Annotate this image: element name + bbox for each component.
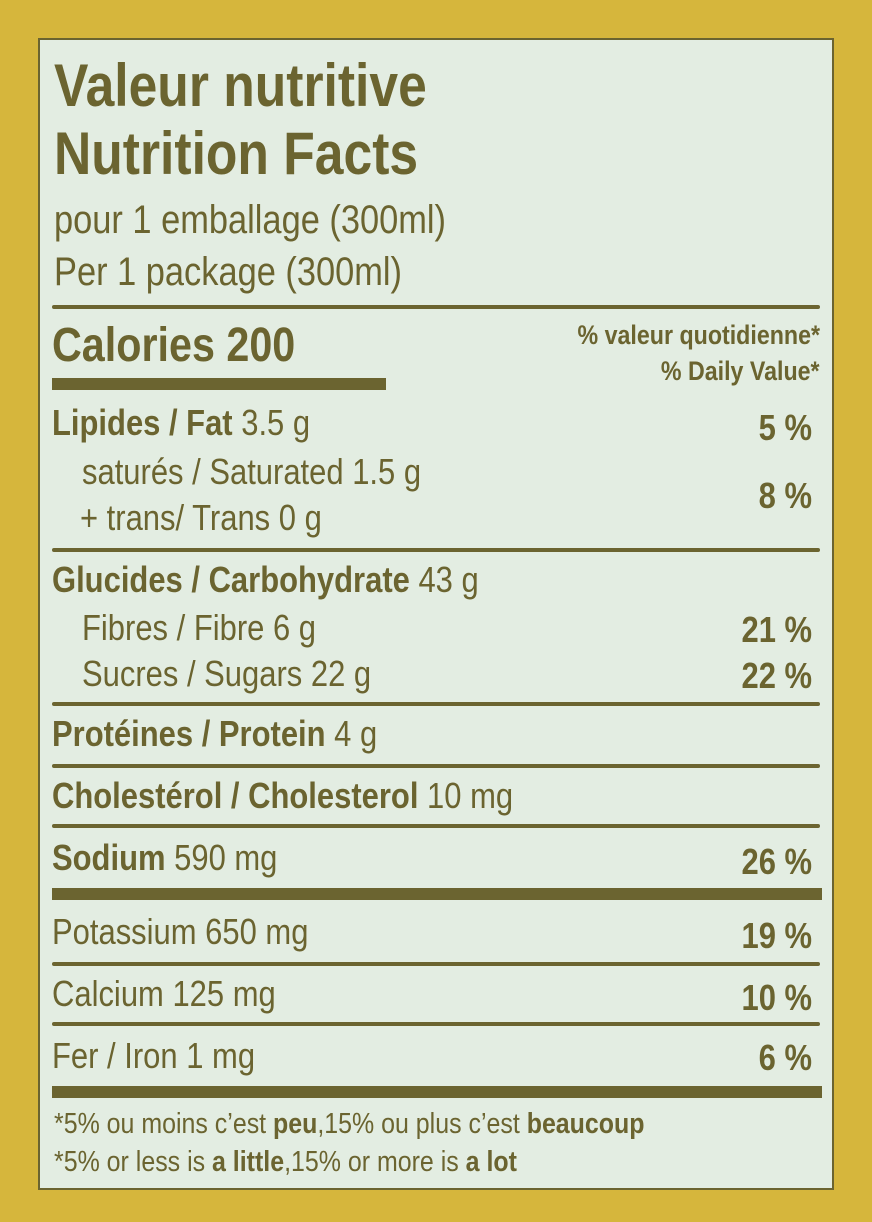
divider [52, 305, 820, 309]
nutrient-amount: 43 g [418, 559, 479, 600]
nutrient-name: Sodium [52, 837, 166, 878]
footnote-text: ,15% ou plus c’est [317, 1108, 527, 1140]
nutrient-name: Glucides / Carbohydrate [52, 559, 410, 600]
nutrient-amount: 125 mg [172, 973, 276, 1014]
nutrient-amount: 6 g [272, 607, 317, 648]
footnote-emphasis: peu [273, 1108, 318, 1140]
row-cholesterol: Cholestérol / Cholesterol 10 mg [52, 778, 513, 814]
row-sugars: Sucres / Sugars 22 g [82, 656, 371, 692]
row-trans: + trans/ Trans 0 g [80, 500, 322, 536]
row-carbohydrate: Glucides / Carbohydrate 43 g [52, 562, 479, 598]
serving-en: Per 1 package (300ml) [54, 250, 403, 294]
thick-divider [52, 888, 822, 900]
dv-saturated-trans: 8 % [758, 475, 812, 516]
nutrient-amount: 590 mg [174, 837, 278, 878]
footnote-text: *5% ou moins c’est [54, 1108, 274, 1140]
footnote-emphasis: a lot [465, 1146, 517, 1178]
calories-value: 200 [226, 319, 296, 372]
dv-fat: 5 % [758, 407, 812, 448]
dv-fibre: 21 % [741, 609, 812, 650]
footnote-en: *5% or less is a little,15% or more is a… [54, 1148, 517, 1177]
nutrient-name: Protéines / Protein [52, 713, 326, 754]
divider [52, 702, 820, 706]
divider [52, 1022, 820, 1026]
nutrition-facts-panel [38, 38, 834, 1190]
title-en: Nutrition Facts [54, 120, 419, 187]
dv-sugars: 22 % [741, 655, 812, 696]
nutrient-name: Fibres / Fibre [82, 607, 265, 648]
divider [52, 824, 820, 828]
nutrient-amount: 1 mg [186, 1035, 256, 1076]
serving-fr: pour 1 emballage (300ml) [54, 198, 446, 242]
row-potassium: Potassium 650 mg [52, 914, 308, 950]
footnote-emphasis: beaucoup [526, 1108, 645, 1140]
footnote-fr: *5% ou moins c’est peu,15% ou plus c’est… [54, 1110, 644, 1139]
footnote-text: *5% or less is [54, 1146, 213, 1178]
nutrient-amount: 1.5 g [352, 451, 422, 492]
row-fat: Lipides / Fat 3.5 g [52, 405, 310, 441]
dv-potassium: 19 % [741, 915, 812, 956]
row-calcium: Calcium 125 mg [52, 976, 276, 1012]
nutrient-name: Potassium [52, 911, 197, 952]
nutrient-name: Sucres / Sugars [82, 653, 303, 694]
footnote-text: ,15% or more is [284, 1146, 466, 1178]
nutrient-name: Fer / Iron [52, 1035, 178, 1076]
dv-calcium: 10 % [741, 977, 812, 1018]
calories: Calories 200 [52, 322, 295, 370]
nutrient-name: + trans/ Trans [80, 497, 271, 538]
row-fibre: Fibres / Fibre 6 g [82, 610, 316, 646]
nutrient-amount: 650 mg [205, 911, 309, 952]
row-iron: Fer / Iron 1 mg [52, 1038, 255, 1074]
nutrient-name: saturés / Saturated [82, 451, 344, 492]
dv-header-fr: % valeur quotidienne* [577, 320, 820, 350]
dv-iron: 6 % [758, 1037, 812, 1078]
row-protein: Protéines / Protein 4 g [52, 716, 377, 752]
calories-label: Calories [52, 319, 215, 372]
dv-header-en: % Daily Value* [661, 356, 820, 386]
calories-bar [52, 378, 386, 390]
divider [52, 548, 820, 552]
nutrient-amount: 0 g [278, 497, 322, 538]
row-saturated: saturés / Saturated 1.5 g [82, 454, 421, 490]
title-fr: Valeur nutritive [54, 52, 427, 119]
nutrient-name: Cholestérol / Cholesterol [52, 775, 419, 816]
nutrient-amount: 22 g [310, 653, 372, 694]
row-sodium: Sodium 590 mg [52, 840, 277, 876]
nutrient-name: Lipides / Fat [52, 402, 233, 443]
nutrient-amount: 10 mg [427, 775, 514, 816]
nutrient-amount: 4 g [334, 713, 378, 754]
divider [52, 764, 820, 768]
thick-divider [52, 1086, 822, 1098]
footnote-emphasis: a little [212, 1146, 285, 1178]
divider [52, 962, 820, 966]
dv-sodium: 26 % [741, 841, 812, 882]
nutrient-name: Calcium [52, 973, 164, 1014]
nutrient-amount: 3.5 g [241, 402, 311, 443]
